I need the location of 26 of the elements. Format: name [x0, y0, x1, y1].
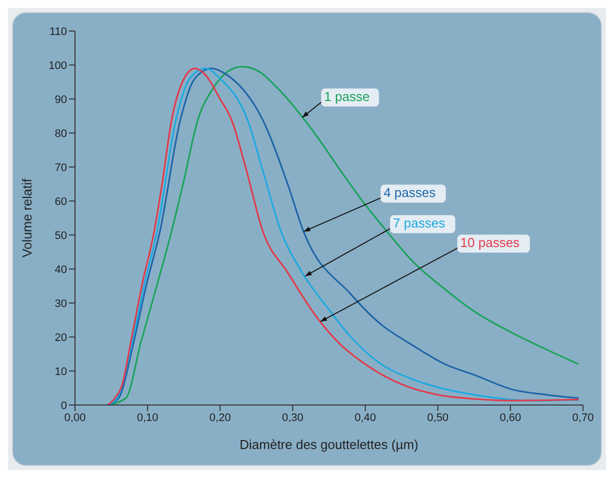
y-tick-label: 100	[48, 60, 67, 72]
y-tick-label: 30	[54, 298, 67, 310]
x-tick-label: 0,10	[136, 412, 158, 424]
y-axis-title: Volume relatif	[20, 178, 35, 258]
x-tick-label: 0,60	[500, 412, 522, 424]
x-tick-label: 0,20	[209, 412, 231, 424]
text: 7 passes	[393, 216, 446, 231]
x-tick-label: 0,00	[64, 412, 86, 424]
x-tick-label: 0,70	[572, 412, 594, 424]
y-tick-label: 80	[54, 128, 67, 140]
y-tick-label: 40	[54, 264, 67, 276]
y-tick-label: 70	[54, 162, 67, 174]
x-tick-label: 0,40	[354, 412, 376, 424]
y-tick-label: 90	[54, 94, 67, 106]
text: 10 passes	[460, 235, 520, 250]
y-tick-label: 110	[49, 26, 67, 38]
x-axis-title: Diamètre des gouttelettes (µm)	[240, 437, 418, 452]
y-tick-label: 0	[60, 400, 67, 412]
x-tick-label: 0,50	[427, 412, 449, 424]
y-tick-label: 20	[54, 332, 67, 344]
text: 4 passes	[384, 185, 436, 200]
y-tick-label: 50	[54, 230, 67, 242]
x-tick-label: 0,30	[282, 412, 304, 424]
y-tick-label: 10	[54, 366, 67, 378]
series-label: 1 passe	[324, 88, 370, 104]
y-tick-label: 60	[54, 196, 67, 208]
